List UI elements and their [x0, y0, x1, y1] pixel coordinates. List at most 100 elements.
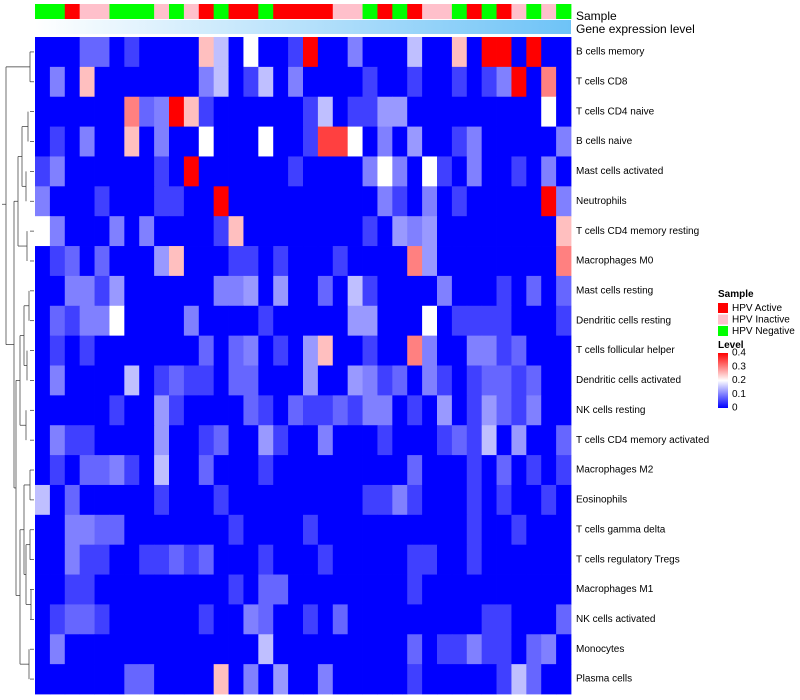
heatmap-cell	[556, 634, 572, 665]
heatmap-cell	[64, 216, 81, 247]
heatmap-cell	[79, 544, 95, 575]
heatmap-cell	[526, 96, 542, 127]
heatmap-cell	[347, 544, 363, 575]
heatmap-cell	[407, 216, 423, 247]
heatmap-cell	[64, 246, 81, 277]
row-dendrogram	[2, 51, 34, 680]
heatmap-cell	[243, 514, 259, 546]
heatmap-cell	[258, 186, 274, 217]
heatmap-cell	[451, 365, 468, 396]
heatmap-cell	[228, 604, 244, 635]
heatmap-cell	[139, 425, 155, 456]
heatmap-cell	[303, 66, 319, 98]
heatmap-cell	[228, 216, 244, 247]
heatmap-cell	[94, 544, 110, 575]
heatmap-cell	[541, 246, 557, 277]
heatmap-cell	[139, 66, 155, 98]
heatmap-cell	[243, 425, 259, 456]
heatmap-cell	[317, 544, 334, 575]
heatmap-cell	[362, 484, 378, 516]
row-label: T cells CD4 naive	[576, 106, 655, 117]
heatmap-cell	[64, 156, 81, 187]
row-label: B cells memory	[576, 47, 644, 58]
heatmap-cell	[392, 335, 408, 366]
heatmap-cell	[511, 305, 527, 337]
sample-annotation-cell	[466, 4, 483, 19]
heatmap-cell	[169, 37, 185, 68]
heatmap-cell	[109, 365, 125, 396]
heatmap-cell	[556, 186, 572, 217]
heatmap-cell	[437, 37, 453, 68]
heatmap-cell	[303, 126, 319, 157]
heatmap-cell	[347, 246, 363, 277]
heatmap-cell	[64, 66, 81, 98]
heatmap-cell	[213, 216, 229, 247]
heatmap-cell	[362, 574, 378, 605]
heatmap-cell	[154, 604, 170, 635]
sample-annotation-cell	[35, 4, 51, 19]
heatmap-cell	[526, 275, 542, 307]
heatmap-cell	[35, 544, 51, 575]
heatmap-cell	[451, 514, 468, 546]
heatmap-cell	[243, 395, 259, 426]
sample-legend-swatch	[718, 303, 728, 313]
heatmap-cell	[347, 455, 363, 486]
heatmap-cell	[273, 37, 289, 68]
heatmap-cell	[526, 305, 542, 337]
heatmap-cell	[407, 395, 423, 426]
heatmap-cell	[35, 156, 51, 187]
heatmap-cell	[273, 335, 289, 366]
heatmap-cell	[347, 96, 363, 127]
heatmap-cell	[437, 425, 453, 456]
heatmap-cell	[183, 37, 200, 68]
heatmap-cell	[198, 634, 215, 665]
heatmap-cell	[317, 96, 334, 127]
sample-annotation-cell	[198, 4, 215, 19]
heatmap-cell	[169, 335, 185, 366]
heatmap-cell	[124, 126, 140, 157]
heatmap-cell	[422, 544, 438, 575]
heatmap-cell	[109, 395, 125, 426]
heatmap-cell	[49, 395, 66, 426]
heatmap-cell	[556, 664, 572, 695]
heatmap-cell	[481, 37, 497, 68]
heatmap-cell	[288, 604, 304, 635]
heatmap-cell	[511, 126, 527, 157]
heatmap-cell	[139, 156, 155, 187]
heatmap-cell	[79, 246, 95, 277]
heatmap-cell	[377, 156, 393, 187]
heatmap-cell	[541, 425, 557, 456]
heatmap-cell	[481, 514, 497, 546]
heatmap-cell	[377, 544, 393, 575]
heatmap-cell	[526, 544, 542, 575]
heatmap-cell	[437, 335, 453, 366]
heatmap-cell	[556, 66, 572, 98]
sample-annotation-cell	[139, 4, 155, 19]
heatmap-cell	[198, 246, 215, 277]
heatmap-cell	[437, 216, 453, 247]
heatmap-cell	[422, 216, 438, 247]
heatmap-cell	[258, 37, 274, 68]
heatmap-cell	[392, 275, 408, 307]
heatmap-cell	[258, 126, 274, 157]
heatmap-cell	[154, 246, 170, 277]
heatmap-cell	[198, 37, 215, 68]
heatmap-cell	[109, 335, 125, 366]
heatmap-cell	[273, 365, 289, 396]
heatmap-cell	[258, 484, 274, 516]
heatmap-cell	[451, 574, 468, 605]
heatmap-cell	[213, 395, 229, 426]
heatmap-cell	[541, 484, 557, 516]
heatmap-cell	[332, 484, 349, 516]
heatmap-cell	[94, 246, 110, 277]
heatmap-cell	[332, 455, 349, 486]
heatmap-cell	[422, 484, 438, 516]
heatmap-cell	[213, 335, 229, 366]
heatmap-cell	[422, 335, 438, 366]
heatmap-cell	[183, 186, 200, 217]
heatmap-cell	[198, 156, 215, 187]
heatmap-cell	[407, 425, 423, 456]
heatmap-cell	[466, 574, 483, 605]
heatmap-cell	[273, 455, 289, 486]
heatmap-cell	[213, 544, 229, 575]
